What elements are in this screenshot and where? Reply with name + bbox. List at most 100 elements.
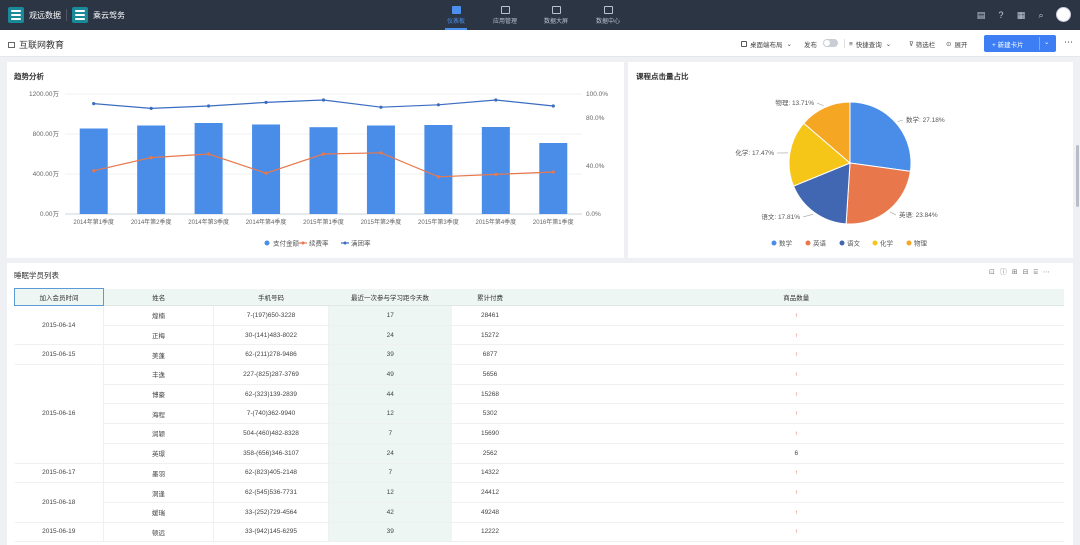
nav-data-screen[interactable]: 数据大屏 bbox=[540, 0, 572, 30]
y-left-tick-label: 800.00万 bbox=[33, 130, 60, 138]
table-row[interactable]: 2015-06-14 煌楠 7-(197)650-3228 17 28461 ↑ bbox=[14, 305, 1064, 346]
y-right-tick-label: 80.0% bbox=[586, 115, 605, 122]
brand-workspace[interactable]: 乘云驾务 bbox=[72, 0, 125, 30]
cell-phone: 62-(211)278-9486 bbox=[213, 344, 329, 366]
table-row[interactable]: 正梅 30-(141)483-8022 24 15272 ↑ bbox=[15, 325, 1064, 346]
filter-icon: ⊽ bbox=[909, 41, 914, 48]
more-icon[interactable]: ⋯ bbox=[1042, 269, 1055, 276]
cell-qty: ↑ bbox=[528, 463, 1064, 484]
table-row[interactable]: 2015-06-17 墨羽 62-(823)405-2148 7 14322 ↑ bbox=[14, 463, 1064, 484]
bar-payment bbox=[309, 127, 338, 214]
table-row[interactable]: 博豪 62-(323)139-2839 44 15268 ↑ bbox=[15, 384, 1064, 405]
export-icon[interactable]: ⊡ bbox=[989, 269, 1000, 276]
avatar[interactable] bbox=[1056, 7, 1071, 22]
brand-guanyuan[interactable]: 观远数据 bbox=[8, 0, 61, 30]
cell-name: 媛瑞 bbox=[103, 502, 214, 523]
x-tick-label: 2014年第4季度 bbox=[246, 218, 287, 226]
x-tick-label: 2014年第1季度 bbox=[73, 218, 114, 226]
help-icon[interactable]: ? bbox=[998, 10, 1004, 20]
bar-payment bbox=[252, 124, 281, 214]
col-paid[interactable]: 累计付费 bbox=[451, 288, 529, 306]
cell-join-date: 2015-06-17 bbox=[14, 463, 104, 484]
logo-icon bbox=[8, 7, 24, 23]
fullscreen-icon[interactable]: ⊞ bbox=[1011, 269, 1023, 276]
table-row[interactable]: 2015-06-19 顿远 33-(942)145-6295 39 12222 ↑ bbox=[14, 522, 1064, 543]
legend-label: 英语 bbox=[813, 239, 827, 248]
legend-label: 满团率 bbox=[351, 239, 371, 248]
dashboard-toolbar: 互联网教育 桌面端布局 ⌄ 发布 ≡ 快捷查询 ⌄ ⊽ 筛选栏 ⊙ 展开 + 新… bbox=[0, 30, 1080, 57]
cell-name: 美蓬 bbox=[103, 344, 214, 366]
legend-swatch bbox=[805, 240, 811, 246]
workspace-logo-icon bbox=[72, 7, 88, 23]
point-renewal-rate bbox=[264, 171, 268, 175]
publish-label: 发布 bbox=[804, 39, 817, 49]
pie-data-label: 物理: 13.71% bbox=[775, 98, 814, 107]
col-days[interactable]: 最近一次参与学习距今天数 bbox=[328, 288, 452, 306]
col-name[interactable]: 姓名 bbox=[103, 288, 214, 306]
page-scrollbar[interactable] bbox=[1076, 145, 1079, 207]
cell-qty: ↑ bbox=[528, 423, 1064, 444]
screen-icon bbox=[551, 5, 561, 14]
pie-leader-line bbox=[897, 119, 904, 122]
download-icon[interactable]: ⊟ bbox=[1022, 269, 1034, 276]
bar-payment bbox=[424, 125, 453, 214]
y-right-tick-label: 100.0% bbox=[586, 91, 608, 98]
page-title-wrap: 互联网教育 bbox=[8, 38, 64, 51]
brand-name: 观远数据 bbox=[29, 10, 61, 20]
x-tick-label: 2015年第3季度 bbox=[418, 218, 459, 226]
more-icon[interactable]: ⋯ bbox=[1064, 37, 1073, 47]
table-row[interactable]: 英璟 358-(656)346-3107 24 2562 6 bbox=[15, 443, 1064, 464]
cell-phone: 7-(740)362-9940 bbox=[213, 403, 329, 425]
chevron-down-icon: ⌄ bbox=[786, 41, 792, 48]
col-phone[interactable]: 手机号码 bbox=[213, 288, 329, 306]
table-row[interactable]: 润颖 504-(460)482-8328 7 15690 ↑ bbox=[15, 423, 1064, 444]
workspace-name: 乘云驾务 bbox=[93, 10, 125, 20]
cell-qty: ↑ bbox=[528, 364, 1064, 385]
chevron-down-icon[interactable]: ⌄ bbox=[1044, 39, 1050, 46]
cell-join-date: 2015-06-19 bbox=[14, 522, 104, 543]
bar-payment bbox=[137, 125, 166, 214]
comment-icon[interactable]: ⌸ bbox=[1033, 269, 1043, 276]
expand-button[interactable]: ⊙ 展开 bbox=[946, 39, 967, 49]
table-row[interactable]: 媛瑞 33-(252)729-4564 42 49248 ↑ bbox=[15, 502, 1064, 523]
cell-days: 39 bbox=[328, 522, 452, 543]
pie-slice bbox=[845, 162, 911, 225]
cell-days: 42 bbox=[328, 502, 452, 523]
nav-data-center[interactable]: 数据中心 bbox=[592, 0, 624, 30]
table-row[interactable]: 海程 7-(740)362-9940 12 5302 ↑ bbox=[15, 403, 1064, 425]
point-renewal-rate bbox=[379, 151, 383, 155]
filter-bar-button[interactable]: ⊽ 筛选栏 bbox=[909, 39, 935, 49]
pie-panel: 课程点击量占比 数学: 27.18% 英语: 23.84% 语文: 17.81% 化学… bbox=[628, 62, 1073, 258]
cell-phone: 62-(545)536-7731 bbox=[213, 482, 329, 503]
apps-icon bbox=[500, 5, 510, 14]
cell-paid: 2562 bbox=[451, 443, 529, 464]
cell-phone: 227-(825)287-3769 bbox=[213, 364, 329, 385]
new-card-button[interactable]: + 新建卡片 ⌄ bbox=[984, 35, 1056, 52]
point-renewal-rate bbox=[321, 152, 326, 156]
publish-toggle[interactable] bbox=[823, 39, 838, 47]
cell-phone: 33-(252)729-4564 bbox=[213, 502, 329, 523]
point-full-rate bbox=[207, 104, 211, 108]
col-qty[interactable]: 商品数量 bbox=[528, 288, 1064, 306]
desktop-layout-dropdown[interactable]: 桌面端布局 ⌄ bbox=[741, 39, 792, 49]
cell-join-date: 2015-06-18 bbox=[14, 482, 104, 523]
table-row[interactable]: 2015-06-15 美蓬 62-(211)278-9486 39 6877 ↑ bbox=[14, 344, 1064, 366]
nav-dashboard[interactable]: 仪表板 bbox=[441, 0, 471, 30]
table-row[interactable]: 2015-06-16 丰逸 227-(825)287-3769 49 5656 ↑ bbox=[14, 364, 1064, 464]
pie-leader-line bbox=[816, 102, 824, 107]
chevron-down-icon: ⌄ bbox=[885, 41, 892, 48]
point-full-rate bbox=[379, 105, 383, 109]
menu-icon[interactable] bbox=[8, 41, 15, 48]
grid-apps-icon[interactable]: ▦ bbox=[1016, 10, 1026, 20]
legend-swatch bbox=[264, 240, 270, 246]
col-join-date[interactable]: 加入会员时间 bbox=[14, 288, 104, 306]
table-title: 睡眠学员列表 bbox=[14, 271, 59, 280]
table-row[interactable]: 2015-06-18 洞逢 62-(545)536-7731 12 24412 ↑ bbox=[14, 482, 1064, 523]
cell-days: 39 bbox=[328, 344, 452, 366]
pie-data-label: 数学: 27.18% bbox=[906, 115, 945, 124]
nav-app-management[interactable]: 应用管理 bbox=[489, 0, 521, 30]
search-icon[interactable]: ⌕ bbox=[1038, 10, 1044, 20]
file-icon[interactable]: ▤ bbox=[976, 10, 986, 20]
quick-query-dropdown[interactable]: ≡ 快捷查询 ⌄ bbox=[849, 39, 892, 50]
info-icon[interactable]: ⓘ bbox=[999, 269, 1012, 276]
